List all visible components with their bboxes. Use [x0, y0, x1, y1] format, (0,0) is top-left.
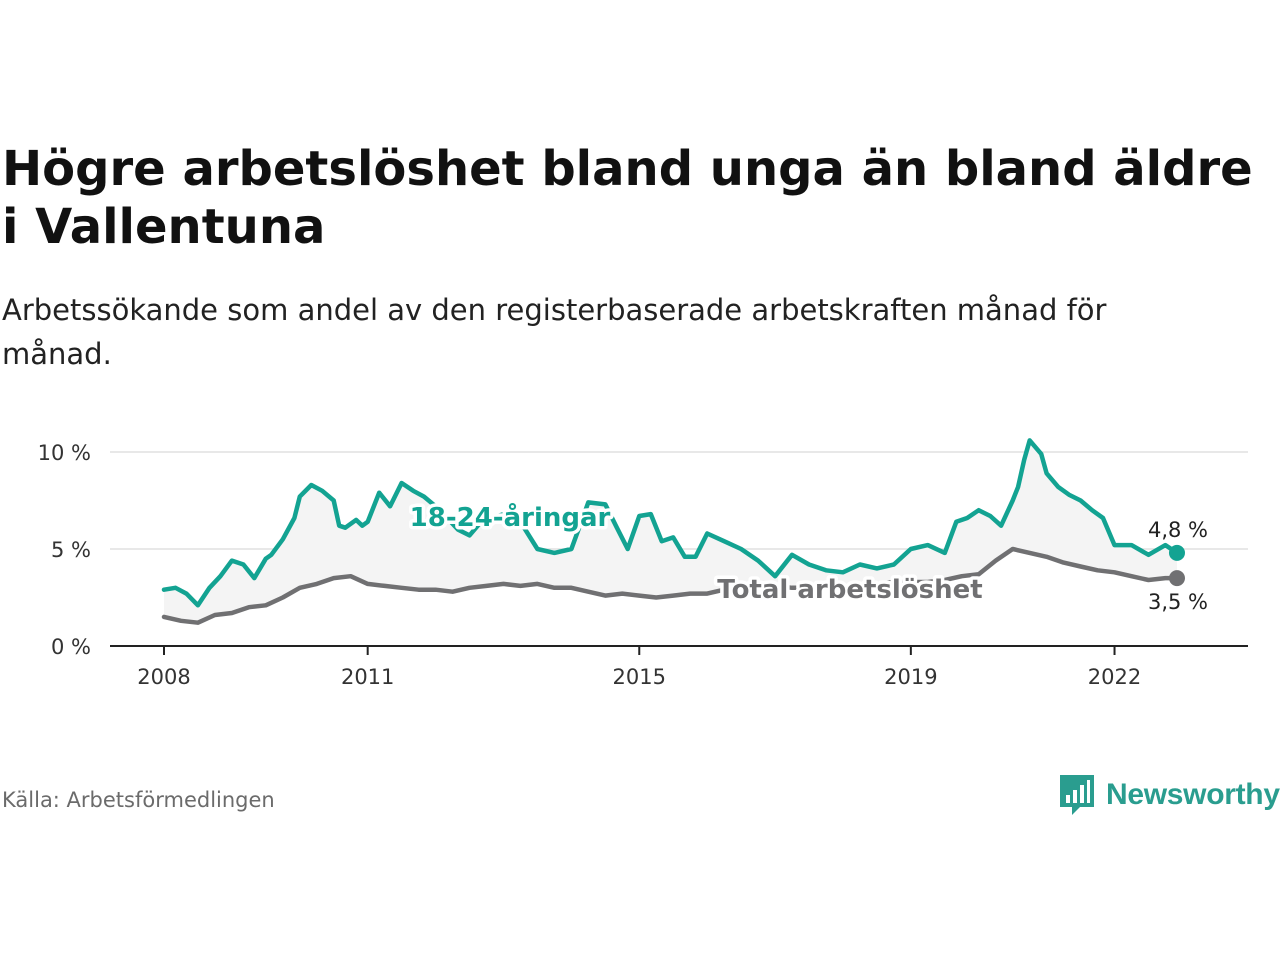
y-tick-label: 5 %	[51, 538, 91, 562]
series-line-youth	[161, 438, 1180, 608]
series-label-youth: 18-24-åringar	[410, 501, 611, 533]
series-line-total	[161, 546, 1180, 625]
x-tick-label: 2019	[884, 665, 937, 689]
x-tick-label: 2011	[341, 665, 394, 689]
source-note: Källa: Arbetsförmedlingen	[2, 788, 275, 812]
bar-chart-icon	[1060, 775, 1094, 815]
line-chart: 0 % 5 % 10 % 4,8 % 3,5 % 18-24-åringar Total a…	[38, 438, 1248, 689]
end-marker-total	[1168, 570, 1185, 587]
newsworthy-logo: Newsworthy	[1058, 773, 1280, 817]
end-value-label-youth: 4,8 %	[1148, 518, 1208, 542]
page-title: Högre arbetslöshet bland unga än bland ä…	[2, 141, 1253, 255]
chart-subtitle: Arbetssökande som andel av den registerb…	[2, 293, 1107, 371]
area-between-series	[164, 440, 1177, 623]
x-tick-label: 2015	[613, 665, 666, 689]
y-tick-label: 0 %	[51, 635, 91, 659]
x-tick-label: 2022	[1088, 665, 1141, 689]
end-value-label-total: 3,5 %	[1148, 590, 1208, 614]
end-marker-youth	[1168, 544, 1185, 561]
y-tick-label: 10 %	[38, 441, 91, 465]
brand-name: Newsworthy	[1106, 778, 1280, 811]
series-label-total: Total arbetslöshet	[717, 575, 982, 605]
x-tick-label: 2008	[137, 665, 190, 689]
